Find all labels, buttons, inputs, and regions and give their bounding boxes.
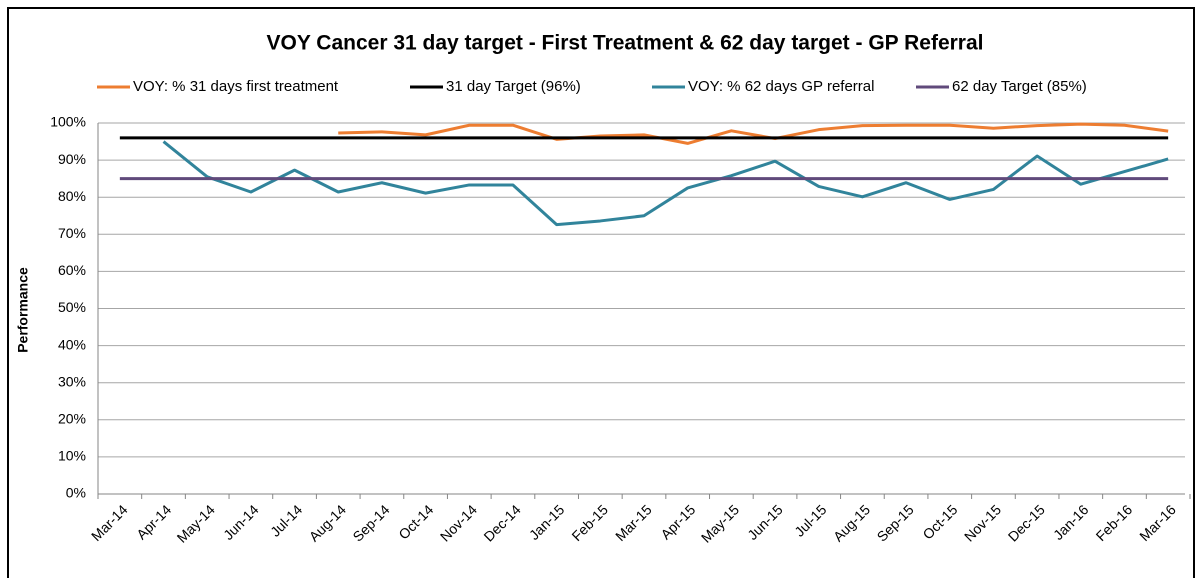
y-tick-label: 20% xyxy=(58,411,86,427)
y-tick-label: 30% xyxy=(58,373,86,389)
y-tick-label: 50% xyxy=(58,299,86,315)
y-tick-label: 60% xyxy=(58,262,86,278)
y-tick-label: 10% xyxy=(58,448,86,464)
series-line xyxy=(338,122,1169,145)
legend-label: 62 day Target (85%) xyxy=(952,78,1087,95)
legend-label: VOY: % 31 days first treatment xyxy=(133,78,339,95)
series-line xyxy=(162,140,1169,227)
y-tick-label: 40% xyxy=(58,336,86,352)
y-tick-label: 70% xyxy=(58,225,86,241)
y-tick-label: 90% xyxy=(58,151,86,167)
legend-label: 31 day Target (96%) xyxy=(446,78,581,95)
y-tick-label: 0% xyxy=(66,485,86,501)
y-tick-label: 100% xyxy=(50,114,86,130)
chart-frame xyxy=(7,7,1195,578)
y-axis-title: Performance xyxy=(15,267,31,353)
y-tick-label: 80% xyxy=(58,188,86,204)
legend-label: VOY: % 62 days GP referral xyxy=(688,78,874,95)
chart-title: VOY Cancer 31 day target - First Treatme… xyxy=(267,32,984,55)
